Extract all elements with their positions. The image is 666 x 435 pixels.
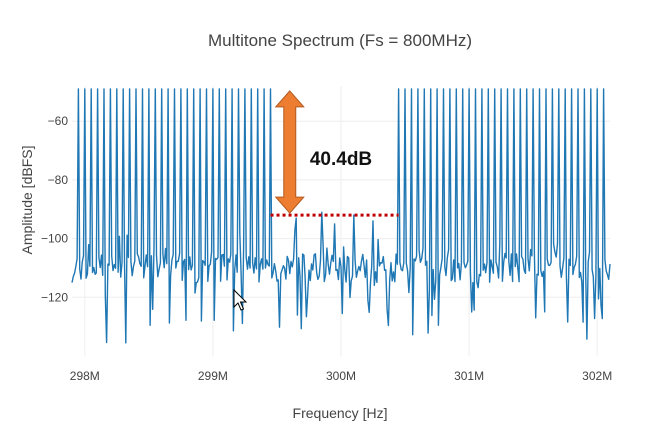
y-axis-ticks: −60 −80 −100 −120 <box>41 114 68 304</box>
chart-title: Multitone Spectrum (Fs = 800MHz) <box>208 31 472 50</box>
y-axis-title: Amplitude [dBFS] <box>19 146 35 255</box>
x-axis-ticks: 298M 299M 300M 301M 302M <box>70 369 612 383</box>
x-tick-label: 299M <box>198 369 228 383</box>
x-tick-label: 298M <box>70 369 100 383</box>
y-tick-label: −100 <box>41 232 68 246</box>
annotation-label: 40.4dB <box>310 149 372 170</box>
spectrum-line <box>71 88 611 344</box>
x-axis-title: Frequency [Hz] <box>293 405 388 421</box>
x-tick-label: 300M <box>326 369 356 383</box>
x-tick-label: 302M <box>582 369 612 383</box>
y-tick-label: −120 <box>41 290 68 304</box>
y-tick-label: −60 <box>48 114 69 128</box>
x-tick-label: 301M <box>454 369 484 383</box>
mouse-cursor-icon <box>233 288 248 311</box>
y-tick-label: −80 <box>48 173 69 187</box>
annotations: 40.4dB <box>270 90 399 217</box>
grid-lines <box>72 86 610 356</box>
double-arrow-icon <box>274 90 305 214</box>
